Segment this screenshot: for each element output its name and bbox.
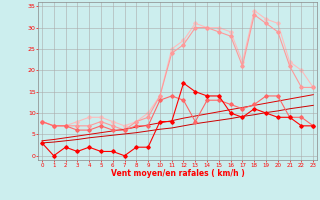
- X-axis label: Vent moyen/en rafales ( km/h ): Vent moyen/en rafales ( km/h ): [111, 169, 244, 178]
